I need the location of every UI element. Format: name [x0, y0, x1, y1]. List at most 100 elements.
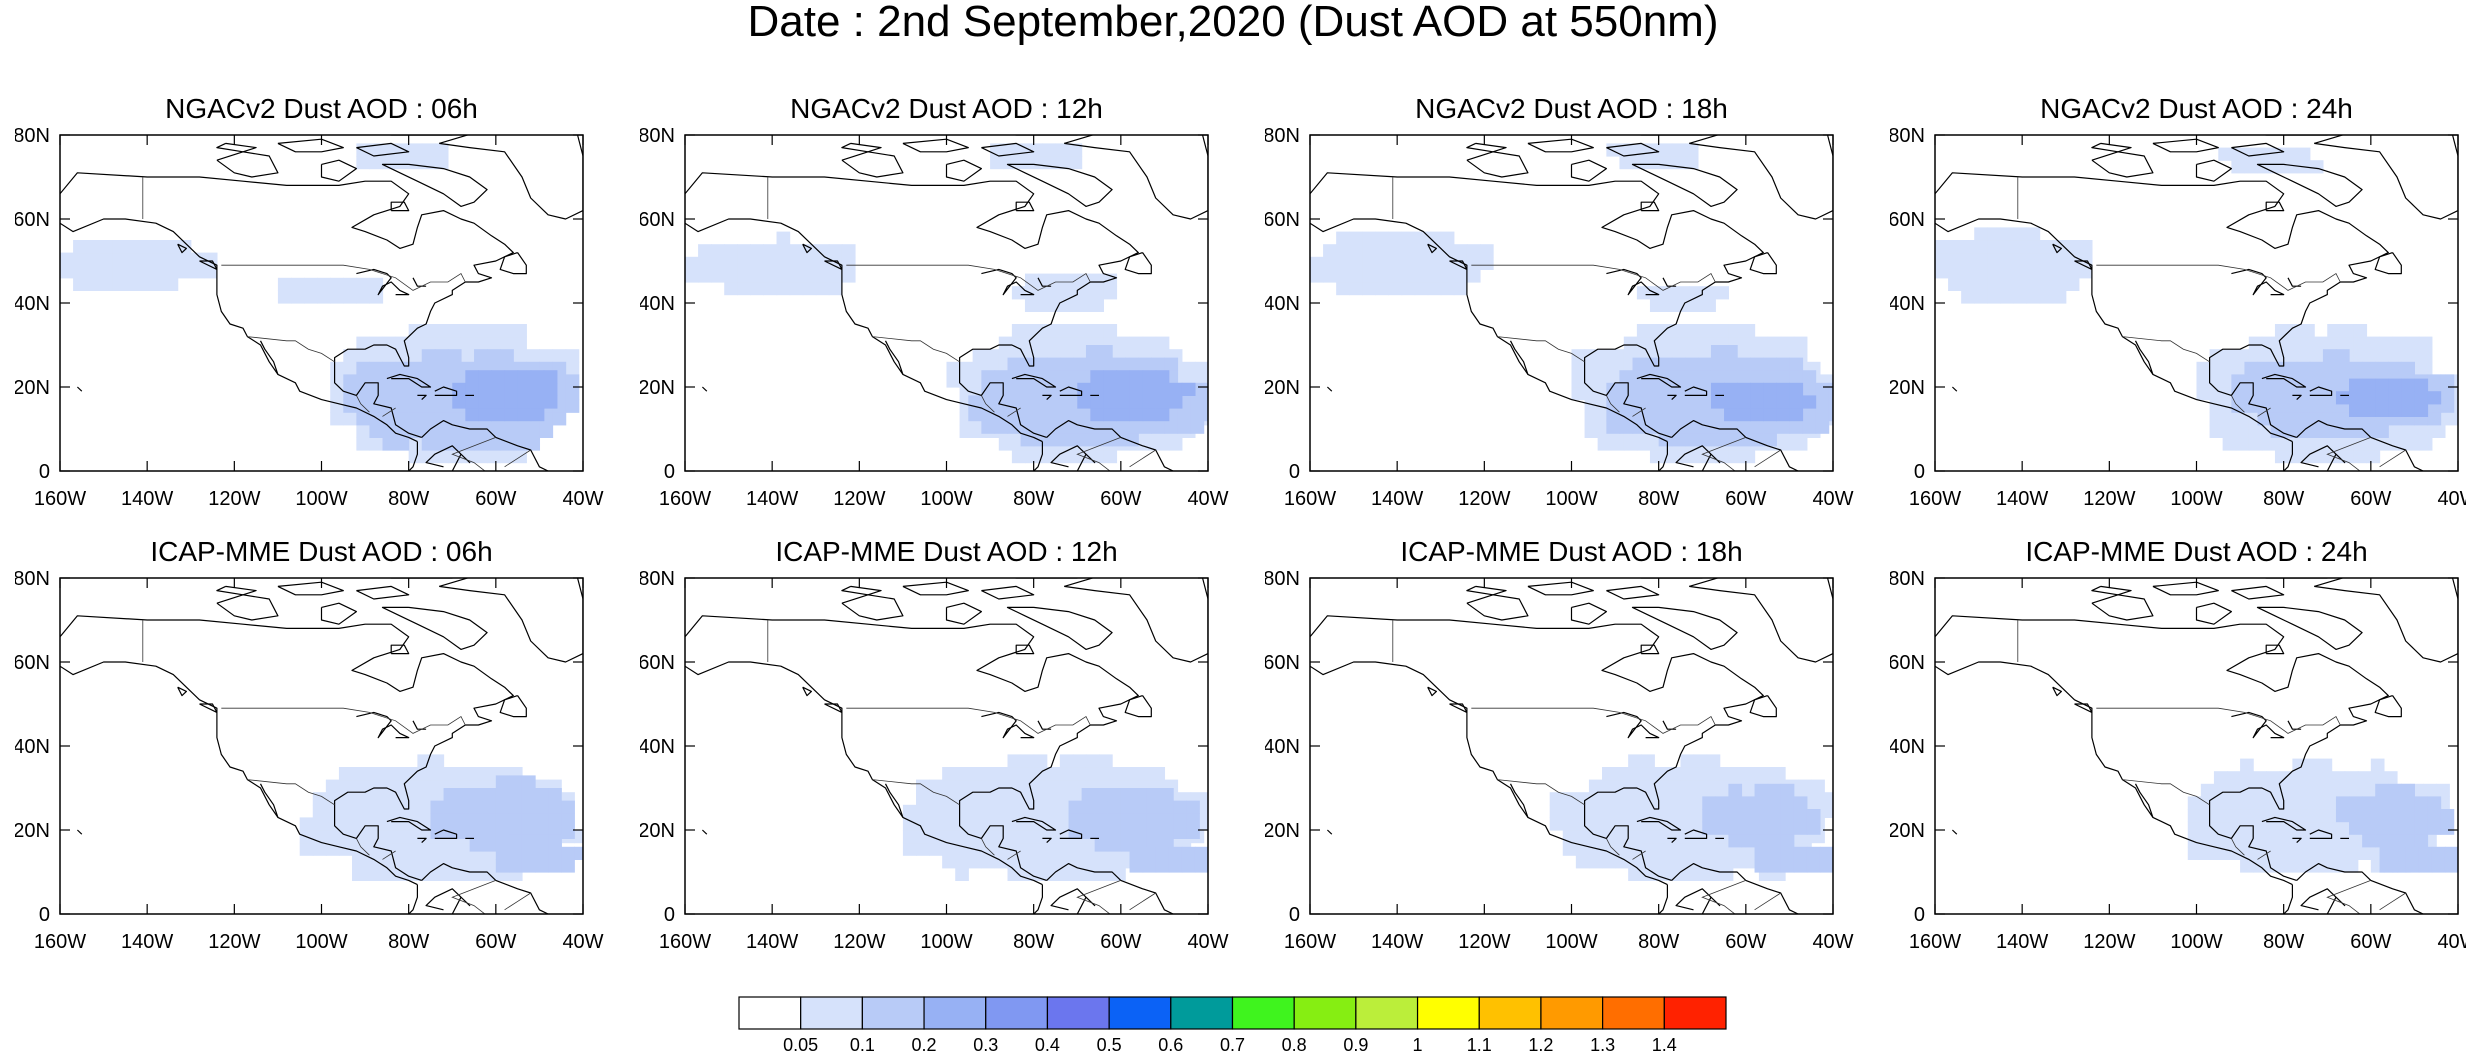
colorbar-swatch [1355, 996, 1419, 1030]
y-tick-label: 20N [1265, 377, 1300, 399]
borders [1392, 620, 1781, 914]
colorbar-label: 1.3 [1590, 1035, 1615, 1055]
x-tick-label: 140W [121, 488, 173, 510]
colorbar: 0.05 0.1 0.2 0.3 0.4 0.5 0.6 0.7 0.8 0.9 1 1.1 1.2 1.… [738, 995, 1728, 1056]
x-tick-label: 40W [1812, 931, 1853, 953]
colorbar-label: 1.4 [1652, 1035, 1677, 1055]
colorbar-swatch [1478, 996, 1542, 1030]
x-tick-label: 40W [562, 931, 603, 953]
x-tick-label: 60W [2350, 931, 2391, 953]
panel-title: NGACv2 Dust AOD : 24h [2040, 93, 2353, 124]
y-tick-label: 40N [640, 293, 675, 315]
x-tick-label: 160W [34, 931, 86, 953]
y-tick-label: 60N [15, 652, 50, 674]
x-tick-label: 120W [833, 488, 885, 510]
x-tick-label: 120W [1458, 488, 1510, 510]
colorbar-swatch [1416, 996, 1480, 1030]
borders [2017, 177, 2406, 471]
map-panel-3: NGACv2 Dust AOD : 18h 160W 140W 120W 100W 80W… [1265, 93, 1854, 510]
x-tick-label: 40W [2437, 488, 2466, 510]
colorbar-label: 0.8 [1282, 1035, 1307, 1055]
x-tick-label: 40W [2437, 931, 2466, 953]
aod-plume [685, 231, 856, 296]
x-tick-label: 40W [1187, 931, 1228, 953]
x-tick-label: 60W [1725, 931, 1766, 953]
panel-title: ICAP-MME Dust AOD : 06h [150, 536, 492, 567]
borders [142, 620, 531, 914]
colorbar-label: 0.4 [1035, 1035, 1060, 1055]
y-tick-label: 0 [39, 904, 50, 926]
borders [1392, 177, 1781, 471]
y-tick-label: 60N [1890, 209, 1925, 231]
colorbar-label: 0.1 [850, 1035, 875, 1055]
x-tick-label: 80W [388, 488, 429, 510]
x-tick-label: 160W [34, 488, 86, 510]
y-tick-label: 80N [15, 125, 50, 147]
aod-plume [990, 143, 1083, 170]
x-tick-label: 80W [1013, 488, 1054, 510]
x-tick-label: 100W [2170, 931, 2222, 953]
aod-shading [1549, 754, 1833, 881]
y-tick-label: 60N [1265, 652, 1300, 674]
colorbar-swatch [1602, 996, 1665, 1030]
colorbar-swatch [1108, 996, 1172, 1030]
colorbar-swatch [1231, 996, 1295, 1030]
x-tick-label: 80W [388, 931, 429, 953]
y-tick-label: 0 [1914, 904, 1925, 926]
colorbar-swatch [861, 996, 925, 1030]
aod-shading [2187, 758, 2458, 873]
y-tick-label: 80N [640, 568, 675, 590]
aod-shading [1935, 147, 2458, 464]
x-tick-label: 80W [2263, 931, 2304, 953]
y-tick-label: 40N [640, 736, 675, 758]
x-tick-label: 100W [2170, 488, 2222, 510]
aod-plume [1636, 286, 1729, 312]
coastlines [1310, 578, 1833, 914]
x-tick-label: 100W [920, 488, 972, 510]
y-tick-label: 60N [640, 209, 675, 231]
x-tick-label: 80W [1013, 931, 1054, 953]
y-tick-label: 0 [664, 904, 675, 926]
y-tick-label: 20N [640, 820, 675, 842]
aod-plume [60, 240, 218, 291]
colorbar-label: 0.5 [1097, 1035, 1122, 1055]
aod-plume [2335, 783, 2455, 848]
x-tick-label: 160W [659, 488, 711, 510]
y-tick-label: 60N [1265, 209, 1300, 231]
y-tick-label: 20N [15, 377, 50, 399]
x-tick-label: 140W [1996, 931, 2048, 953]
map-panel-5: ICAP-MME Dust AOD : 06h 160W 140W 120W 100W 8… [15, 536, 604, 953]
y-tick-label: 80N [1890, 125, 1925, 147]
colorbar-label: 1.1 [1467, 1035, 1492, 1055]
colorbar-label: 0.2 [912, 1035, 937, 1055]
colorbar-label: 0.05 [783, 1035, 818, 1055]
map-panel-4: NGACv2 Dust AOD : 24h 160W 140W 120W 100W 80W… [1890, 93, 2466, 510]
x-tick-label: 120W [2083, 488, 2135, 510]
coastlines [685, 135, 1208, 471]
aod-plume [277, 277, 384, 304]
y-tick-label: 60N [1890, 652, 1925, 674]
aod-plume [1068, 788, 1200, 852]
aod-plume [495, 834, 583, 873]
aod-plume [1011, 273, 1118, 312]
coastlines [60, 135, 583, 471]
x-tick-label: 140W [746, 488, 798, 510]
x-tick-label: 120W [2083, 931, 2135, 953]
coastlines [685, 578, 1208, 914]
y-tick-label: 60N [15, 209, 50, 231]
colorbar-label: 1.2 [1528, 1035, 1553, 1055]
aod-plume [1606, 345, 1833, 447]
y-tick-label: 0 [39, 461, 50, 483]
coastlines [1935, 135, 2458, 471]
colorbar-swatch [738, 996, 802, 1030]
aod-plume [1710, 382, 1817, 422]
aod-plume [430, 775, 575, 852]
y-tick-label: 80N [640, 125, 675, 147]
panel-title: NGACv2 Dust AOD : 18h [1415, 93, 1728, 124]
y-tick-label: 20N [15, 820, 50, 842]
x-tick-label: 140W [1371, 931, 1423, 953]
x-tick-label: 140W [746, 931, 798, 953]
x-tick-label: 100W [1545, 931, 1597, 953]
x-tick-label: 100W [920, 931, 972, 953]
y-tick-label: 40N [15, 293, 50, 315]
